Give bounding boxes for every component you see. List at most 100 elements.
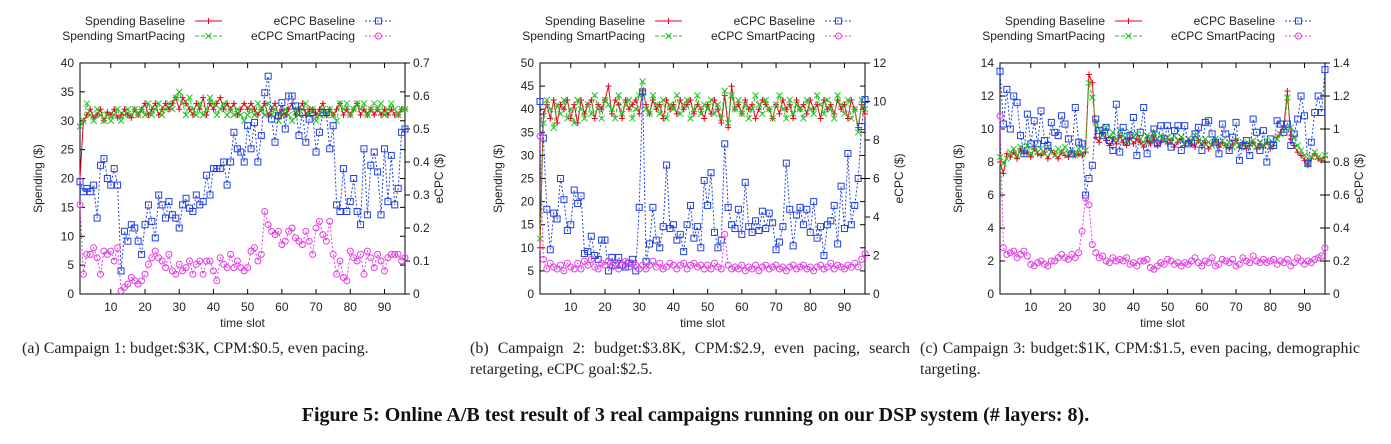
data-point [838, 106, 845, 113]
data-point [377, 211, 385, 219]
data-point [765, 209, 773, 217]
data-point [1027, 260, 1035, 268]
data-point [302, 138, 310, 146]
data-point [1027, 150, 1035, 158]
series-line [79, 204, 406, 292]
data-point [1287, 262, 1295, 270]
data-point [584, 248, 592, 256]
data-point [615, 253, 623, 261]
data-point [350, 105, 358, 113]
x-tick-label: 60 [275, 300, 289, 314]
data-point [717, 265, 725, 273]
data-point [1116, 148, 1124, 156]
data-point [799, 261, 807, 269]
y-tick-label: 10 [61, 229, 75, 243]
x-tick-label: 90 [1298, 300, 1312, 314]
data-point [1126, 260, 1134, 268]
data-point [360, 145, 368, 153]
data-point [707, 265, 715, 273]
data-point [1181, 122, 1189, 130]
data-point [1283, 120, 1291, 128]
data-point [261, 89, 269, 97]
data-point [230, 100, 237, 107]
data-point [76, 201, 84, 209]
data-point [1311, 255, 1319, 263]
data-point [1273, 260, 1281, 268]
y2-tick-label: 0 [1333, 287, 1340, 301]
legend-marker [835, 17, 842, 25]
data-point [182, 194, 190, 202]
data-point [1249, 252, 1257, 260]
data-point [237, 111, 245, 119]
data-point [1140, 138, 1148, 146]
data-point [117, 117, 125, 125]
data-point [1147, 264, 1155, 272]
legend-marker [665, 18, 672, 24]
data-point [333, 201, 341, 209]
data-point [738, 261, 746, 269]
data-point [1095, 254, 1103, 262]
data-point [179, 100, 186, 107]
data-point [752, 217, 760, 225]
data-point [1092, 115, 1100, 123]
data-point [536, 98, 544, 105]
data-point [1191, 130, 1199, 138]
data-point [1040, 260, 1048, 268]
data-point [1297, 92, 1305, 100]
data-point [288, 224, 296, 232]
data-point [605, 101, 612, 108]
data-point [793, 211, 801, 219]
data-point [645, 240, 653, 248]
data-point [216, 165, 224, 173]
data-point [642, 105, 650, 113]
data-point [1314, 153, 1322, 161]
data-point [158, 111, 166, 119]
data-point [1298, 152, 1305, 159]
y2-tick-label: 0.2 [1333, 254, 1350, 268]
data-point [110, 165, 118, 173]
data-point [93, 214, 101, 222]
data-point [97, 106, 104, 113]
data-point [1235, 156, 1243, 164]
data-point [693, 263, 701, 271]
data-point [1198, 146, 1206, 154]
data-point [343, 208, 351, 215]
data-point [1194, 123, 1202, 131]
data-point [847, 221, 855, 229]
data-point [714, 244, 722, 252]
data-point [711, 96, 718, 103]
data-point [680, 259, 688, 267]
data-point [731, 263, 739, 271]
data-point [1010, 145, 1018, 153]
data-point [374, 168, 382, 176]
y2-tick-label: 1 [1333, 122, 1340, 136]
data-point [537, 244, 543, 251]
x-tick-label: 80 [1264, 300, 1278, 314]
data-point [1263, 158, 1271, 166]
data-point [820, 252, 828, 259]
data-point [203, 105, 210, 113]
data-point [663, 161, 671, 169]
legend-marker [1295, 17, 1302, 25]
data-point [1301, 152, 1308, 159]
data-point [1246, 259, 1254, 267]
data-point [1277, 120, 1285, 128]
data-point [251, 111, 258, 119]
series-spending-baseline [77, 94, 408, 182]
data-point [367, 161, 375, 169]
data-point [680, 101, 688, 108]
data-point [144, 260, 152, 268]
data-point [148, 254, 156, 262]
data-point [220, 100, 228, 107]
x-tick-label: 50 [1161, 300, 1175, 314]
data-point [162, 100, 169, 107]
data-point [690, 110, 697, 117]
data-point [676, 230, 684, 238]
data-point [1270, 142, 1278, 149]
data-point [200, 94, 207, 101]
data-point [288, 92, 296, 100]
data-point [1136, 257, 1144, 265]
data-point [841, 110, 848, 118]
data-point [714, 101, 722, 108]
data-point [673, 110, 680, 117]
